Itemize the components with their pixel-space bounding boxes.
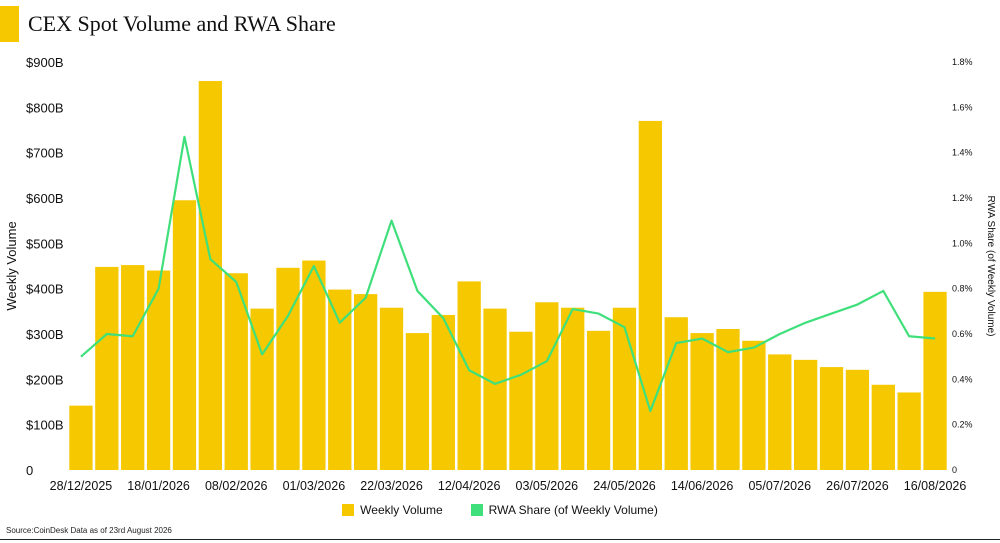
x-tick-label: 01/03/2026 — [283, 479, 346, 493]
bar-24/05/2026 — [612, 307, 637, 470]
y2-tick-label: 0.2% — [952, 420, 973, 430]
bar-19/07/2026 — [819, 367, 844, 470]
y-tick-label: $700B — [26, 146, 64, 161]
chart-title: CEX Spot Volume and RWA Share — [28, 11, 336, 36]
bar-21/06/2026 — [716, 329, 740, 470]
y2-tick-label: 1.2% — [952, 193, 973, 203]
y2-tick-label: 0 — [952, 465, 957, 475]
legend-label: Weekly Volume — [360, 503, 443, 517]
legend-item-weekly-volume: Weekly Volume — [342, 503, 443, 517]
bar-14/06/2026 — [690, 333, 714, 470]
x-tick-label: 05/07/2026 — [748, 479, 811, 493]
legend-item-rwa-share: RWA Share (of Weekly Volume) — [470, 503, 658, 517]
x-tick-label: 16/08/2026 — [904, 479, 967, 493]
bar-29/03/2026 — [405, 333, 430, 470]
y-tick-label: $300B — [26, 327, 64, 342]
bar-18/01/2026 — [146, 270, 171, 470]
x-tick-label: 08/02/2026 — [205, 479, 268, 493]
bar-12/07/2026 — [794, 359, 818, 470]
y-tick-label: $800B — [26, 100, 64, 115]
y-tick-label: 0 — [26, 463, 33, 478]
y2-tick-label: 1.8% — [952, 57, 973, 67]
bar-28/12/2025 — [69, 405, 93, 470]
bar-01/02/2026 — [198, 81, 222, 470]
bar-08/02/2026 — [224, 273, 248, 470]
bar-15/03/2026 — [354, 294, 378, 470]
title-accent-bar — [0, 6, 19, 42]
legend-label: RWA Share (of Weekly Volume) — [488, 503, 658, 517]
bar-02/08/2026 — [871, 384, 895, 470]
y2-tick-label: 0.6% — [952, 329, 973, 339]
y2-tick-label: 1.0% — [952, 238, 973, 248]
y-tick-label: $200B — [26, 372, 64, 387]
x-tick-label: 18/01/2026 — [127, 479, 190, 493]
x-tick-label: 26/07/2026 — [826, 479, 889, 493]
legend-swatch — [342, 504, 355, 516]
bar-series — [69, 81, 947, 471]
bar-05/04/2026 — [431, 314, 455, 470]
y-tick-label: $400B — [26, 282, 64, 297]
y2-tick-label: 1.6% — [952, 102, 973, 112]
x-tick-label: 22/03/2026 — [360, 479, 423, 493]
y-tick-label: $500B — [26, 236, 64, 251]
bottom-rule — [0, 539, 1000, 540]
x-tick-label: 12/04/2026 — [438, 479, 501, 493]
bar-10/05/2026 — [561, 307, 585, 470]
rwa-share-line — [80, 135, 936, 413]
y-tick-label: $900B — [26, 55, 64, 70]
y2-tick-label: 1.4% — [952, 148, 973, 158]
bar-01/03/2026 — [302, 260, 326, 470]
bar-07/06/2026 — [664, 317, 688, 470]
x-tick-label: 24/05/2026 — [593, 479, 656, 493]
bar-15/02/2026 — [250, 308, 274, 470]
bar-16/08/2026 — [923, 291, 947, 470]
x-tick-label: 28/12/2025 — [50, 479, 113, 493]
source-note: Source:CoinDesk Data as of 23rd August 2… — [6, 526, 172, 535]
bar-26/07/2026 — [845, 369, 870, 470]
y2-tick-label: 0.8% — [952, 284, 973, 294]
x-tick-label: 14/06/2026 — [671, 479, 734, 493]
legend: Weekly Volume RWA Share (of Weekly Volume… — [0, 501, 1000, 519]
bar-03/05/2026 — [535, 302, 559, 470]
bar-22/02/2026 — [276, 267, 300, 470]
y-tick-label: $100B — [26, 418, 64, 433]
bar-12/04/2026 — [457, 281, 481, 470]
bar-26/04/2026 — [509, 331, 533, 470]
bar-08/03/2026 — [328, 289, 352, 470]
bar-05/07/2026 — [768, 354, 792, 470]
legend-swatch — [470, 504, 483, 516]
bar-04/01/2026 — [95, 266, 119, 470]
bar-22/03/2026 — [379, 307, 404, 470]
x-tick-label: 03/05/2026 — [516, 479, 579, 493]
bar-28/06/2026 — [742, 340, 766, 470]
bar-19/04/2026 — [483, 308, 507, 470]
combo-chart: 0 $100B $200B $300B $400B $500B $600B $700B $800… — [4, 55, 996, 493]
bar-09/08/2026 — [897, 392, 921, 470]
bar-31/05/2026 — [638, 120, 662, 471]
y-axis-title: Weekly Volume — [4, 221, 19, 310]
y-tick-label: $600B — [26, 191, 64, 206]
y2-tick-label: 0.4% — [952, 374, 973, 384]
bar-17/05/2026 — [586, 330, 611, 470]
bar-25/01/2026 — [172, 200, 197, 470]
y2-axis-title: RWA Share (of Weekly Volume) — [985, 196, 996, 337]
bar-11/01/2026 — [121, 265, 145, 470]
